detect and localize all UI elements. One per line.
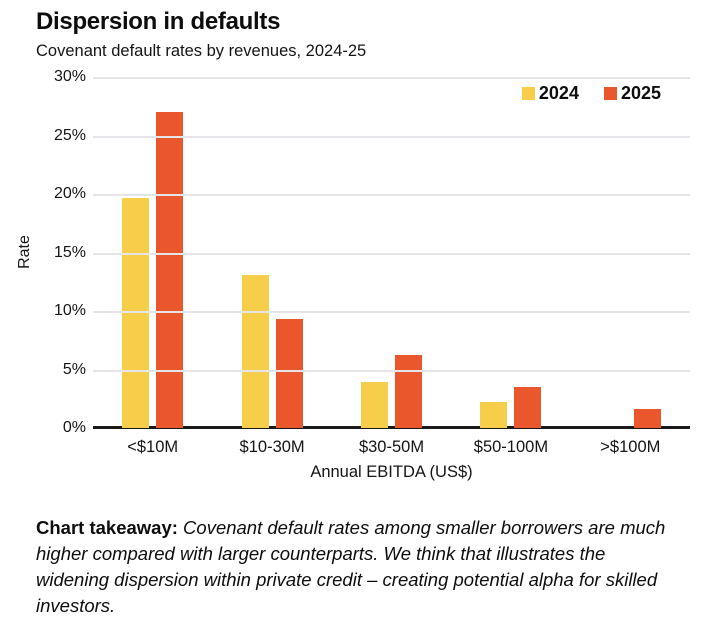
gridline [93, 77, 690, 79]
bar-2025 [514, 387, 542, 428]
gridline [93, 311, 690, 313]
y-tick-label: 30% [53, 68, 86, 85]
legend-item: 2024 [521, 83, 579, 104]
takeaway-lead: Chart takeaway: [36, 516, 178, 538]
x-axis-line [93, 426, 690, 429]
y-tick-label: 20% [53, 185, 86, 202]
bar-2025 [633, 409, 661, 428]
x-tick-label: >$100M [600, 438, 661, 456]
y-tick-label: 5% [62, 360, 86, 378]
y-tick-label: 25% [53, 126, 86, 144]
gridline [93, 135, 690, 138]
gridline [93, 252, 690, 255]
x-tick-label: $10-30M [239, 438, 305, 456]
x-tick-label: <$10M [127, 438, 179, 456]
takeaway-body: Covenant default rates among smaller bor… [36, 516, 666, 617]
gridline [93, 194, 690, 196]
chart-takeaway: Chart takeaway: Covenant default rates a… [36, 515, 676, 620]
bar-2024 [241, 274, 269, 428]
bar-group [571, 77, 690, 428]
chart-subtitle: Covenant default rates by revenues, 2024… [36, 42, 367, 60]
legend-swatch-icon [521, 87, 535, 100]
legend-item: 2025 [603, 83, 661, 104]
bar-2024 [480, 402, 508, 428]
chart-title: Dispersion in defaults [36, 8, 281, 35]
y-tick-label: 0% [62, 419, 86, 436]
legend-label: 2025 [620, 83, 661, 103]
plot-area [93, 77, 690, 429]
bar-2025 [275, 319, 303, 428]
gridline [93, 369, 690, 372]
y-axis-ticks: 30% 25% 20% 15% 10% 5% 0% [0, 68, 86, 436]
legend-label: 2024 [538, 83, 579, 103]
x-axis-ticks: <$10M $10-30M $30-50M $50-100M >$100M [93, 438, 690, 457]
x-axis-label: Annual EBITDA (US$) [310, 463, 473, 481]
bar-2024 [361, 382, 389, 428]
bar-group [451, 77, 570, 428]
legend-swatch-icon [603, 87, 617, 100]
bar-group [332, 77, 451, 428]
y-tick-label: 10% [53, 302, 86, 319]
bar-2025 [395, 355, 423, 428]
bar-2025 [156, 112, 184, 428]
chart-legend: 2024 2025 [521, 83, 661, 104]
bar-group [212, 77, 331, 428]
y-tick-label: 15% [53, 243, 86, 261]
x-tick-label: $30-50M [358, 438, 425, 456]
bar-groups [93, 77, 690, 428]
x-tick-label: $50-100M [473, 438, 549, 456]
